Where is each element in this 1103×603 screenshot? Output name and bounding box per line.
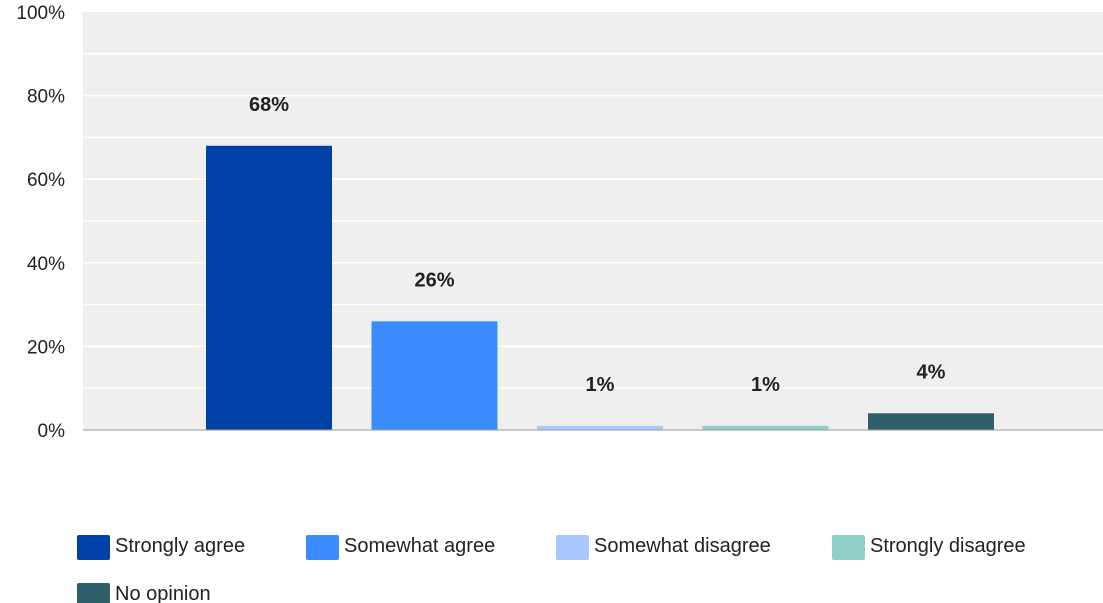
legend-label: Strongly disagree: [870, 535, 1026, 557]
bar-somewhat-agree: [371, 321, 498, 430]
legend-swatch: [832, 535, 865, 560]
data-label: 1%: [586, 374, 615, 396]
legend-label: Somewhat disagree: [594, 535, 771, 557]
legend-swatch: [77, 583, 110, 603]
data-label: 1%: [751, 374, 780, 396]
data-label: 26%: [414, 269, 454, 291]
y-axis-ticks: 0% 20% 40% 60% 80% 100%: [16, 3, 65, 442]
y-tick-label: 80%: [27, 87, 65, 108]
legend-label: Somewhat agree: [344, 535, 495, 557]
legend-label: No opinion: [115, 583, 211, 603]
y-tick-label: 0%: [38, 421, 66, 442]
legend-label: Strongly agree: [115, 535, 245, 557]
bar-somewhat-disagree: [537, 425, 663, 430]
bar-no-opinion: [868, 413, 994, 430]
y-tick-label: 20%: [27, 337, 65, 358]
y-tick-label: 60%: [27, 170, 65, 191]
y-tick-label: 100%: [16, 3, 65, 24]
y-tick-label: 40%: [27, 254, 65, 275]
legend: Strongly agree Somewhat agree Somewhat dis…: [77, 535, 1026, 603]
legend-swatch: [77, 535, 110, 560]
bar-strongly-disagree: [702, 425, 829, 430]
bars: [206, 145, 994, 430]
data-labels: 68% 26% 1% 1% 4%: [249, 94, 946, 396]
legend-swatch: [306, 535, 339, 560]
data-label: 68%: [249, 94, 289, 116]
legend-swatch: [556, 535, 589, 560]
data-label: 4%: [917, 361, 946, 383]
bar-strongly-agree: [206, 145, 332, 430]
